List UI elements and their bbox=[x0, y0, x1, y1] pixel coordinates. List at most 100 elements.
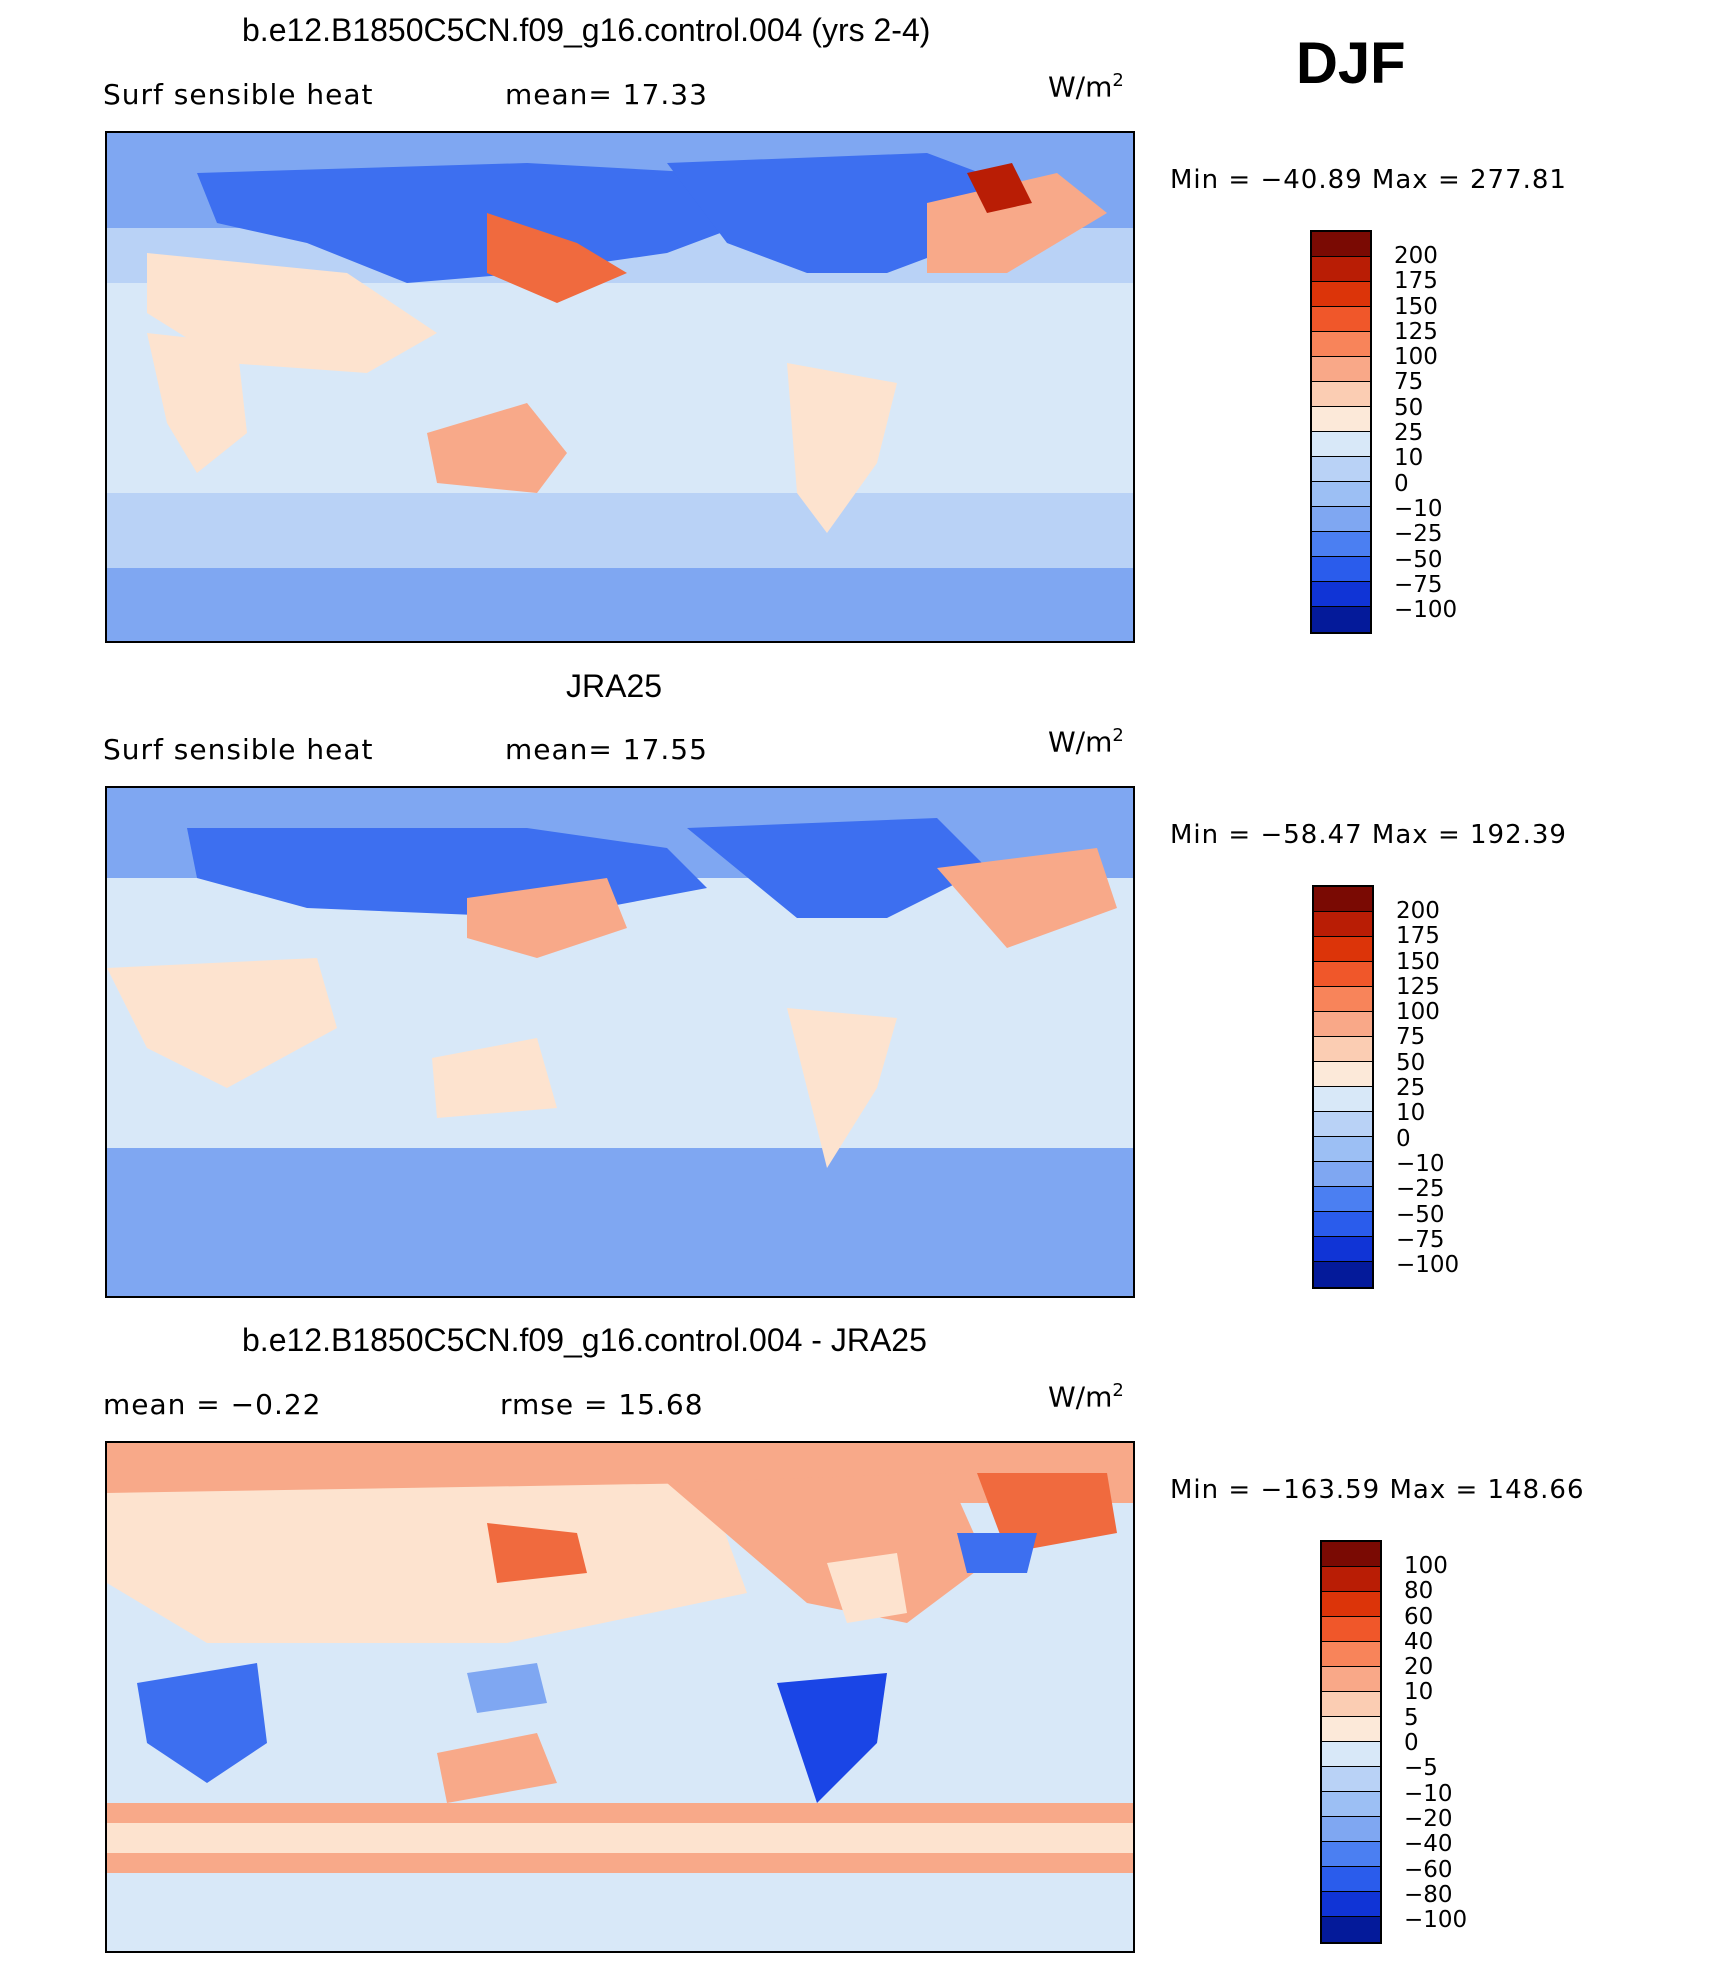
colorbar-swatch bbox=[1312, 257, 1370, 282]
panel-2-title: JRA25 bbox=[566, 668, 663, 704]
colorbar-tick-label: 5 bbox=[1404, 1704, 1419, 1731]
colorbar-swatch bbox=[1322, 1892, 1380, 1917]
colorbar-tick-label: 0 bbox=[1396, 1125, 1411, 1152]
colorbar-swatch bbox=[1322, 1642, 1380, 1667]
panel-1-colorbar-labels: 200 175 150 125 100 75 50 25 10 0 −10 −25 −50 −75 −100 bbox=[1394, 243, 1457, 623]
colorbar-tick-label: 125 bbox=[1394, 318, 1438, 345]
panel-1-mean: mean= 17.33 bbox=[505, 78, 708, 111]
colorbar-swatch bbox=[1314, 1187, 1372, 1212]
colorbar-tick-label: 60 bbox=[1404, 1603, 1434, 1630]
panel-1-title: b.e12.B1850C5CN.f09_g16.control.004 (yrs… bbox=[242, 12, 931, 48]
colorbar-swatch bbox=[1322, 1767, 1380, 1792]
colorbar-tick-label: 100 bbox=[1396, 999, 1440, 1026]
east-asia-warm bbox=[487, 1523, 587, 1583]
colorbar-swatch bbox=[1314, 1037, 1372, 1062]
colorbar-swatch bbox=[1314, 912, 1372, 937]
colorbar-tick-label: −100 bbox=[1404, 1907, 1468, 1934]
panel-1-units: W/m2 bbox=[1048, 70, 1124, 104]
kuroshio-warm bbox=[487, 213, 627, 303]
colorbar-swatch bbox=[1312, 382, 1370, 407]
panel-1-field-name: Surf sensible heat bbox=[103, 78, 374, 111]
season-label: DJF bbox=[1296, 31, 1406, 96]
panel-1-colorbar bbox=[1310, 230, 1372, 634]
north-america-cold bbox=[687, 818, 987, 918]
panel-2-colorbar-labels: 200 175 150 125 100 75 50 25 10 0 −10 −25 −50 −75 −100 bbox=[1396, 898, 1459, 1278]
colorbar-tick-label: 75 bbox=[1394, 369, 1424, 396]
colorbar-tick-label: −80 bbox=[1404, 1881, 1453, 1908]
colorbar-swatch bbox=[1322, 1917, 1380, 1942]
colorbar-swatch bbox=[1312, 532, 1370, 557]
africa-warm bbox=[147, 333, 247, 473]
colorbar-tick-label: −10 bbox=[1394, 495, 1443, 522]
southern-inner bbox=[107, 1823, 1133, 1853]
colorbar-tick-label: 10 bbox=[1404, 1679, 1434, 1706]
colorbar-tick-label: 0 bbox=[1394, 470, 1409, 497]
colorbar-tick-label: −60 bbox=[1404, 1856, 1453, 1883]
colorbar-swatch bbox=[1312, 507, 1370, 532]
colorbar-swatch bbox=[1322, 1692, 1380, 1717]
colorbar-tick-label: 175 bbox=[1394, 268, 1438, 295]
colorbar-tick-label: 80 bbox=[1404, 1578, 1434, 1605]
panel-2-colorbar bbox=[1312, 885, 1374, 1289]
colorbar-swatch bbox=[1312, 282, 1370, 307]
panel-3-map bbox=[105, 1441, 1135, 1953]
colorbar-tick-label: 50 bbox=[1396, 1049, 1426, 1076]
southern-band bbox=[107, 1148, 1133, 1296]
colorbar-tick-label: 50 bbox=[1394, 394, 1424, 421]
antarctic-band bbox=[107, 568, 1133, 641]
north-america-cold bbox=[667, 153, 1007, 273]
colorbar-tick-label: 25 bbox=[1396, 1075, 1426, 1102]
colorbar-tick-label: 125 bbox=[1396, 973, 1440, 1000]
colorbar-swatch bbox=[1322, 1667, 1380, 1692]
colorbar-swatch bbox=[1312, 307, 1370, 332]
colorbar-swatch bbox=[1322, 1742, 1380, 1767]
australia-warm bbox=[427, 403, 567, 493]
africa-cold bbox=[137, 1663, 267, 1783]
colorbar-swatch bbox=[1314, 1237, 1372, 1262]
colorbar-tick-label: 40 bbox=[1404, 1628, 1434, 1655]
colorbar-tick-label: 10 bbox=[1394, 445, 1424, 472]
colorbar-tick-label: −50 bbox=[1394, 546, 1443, 573]
colorbar-swatch bbox=[1312, 607, 1370, 632]
colorbar-tick-label: −10 bbox=[1396, 1150, 1445, 1177]
panel-2-field-name: Surf sensible heat bbox=[103, 733, 374, 766]
panel-3-rmse: rmse = 15.68 bbox=[500, 1388, 704, 1421]
colorbar-tick-label: −75 bbox=[1396, 1226, 1445, 1253]
colorbar-tick-label: 75 bbox=[1396, 1024, 1426, 1051]
colorbar-tick-label: −20 bbox=[1404, 1805, 1453, 1832]
labrador-hot bbox=[967, 163, 1032, 213]
colorbar-tick-label: 10 bbox=[1396, 1100, 1426, 1127]
colorbar-swatch bbox=[1312, 457, 1370, 482]
colorbar-tick-label: −5 bbox=[1404, 1755, 1438, 1782]
panel-3-mean: mean = −0.22 bbox=[103, 1388, 322, 1421]
colorbar-swatch bbox=[1314, 1062, 1372, 1087]
colorbar-swatch bbox=[1314, 1112, 1372, 1137]
colorbar-swatch bbox=[1312, 232, 1370, 257]
colorbar-swatch bbox=[1314, 1087, 1372, 1112]
panel-2-min-max: Min = −58.47 Max = 192.39 bbox=[1170, 820, 1567, 850]
colorbar-swatch bbox=[1314, 937, 1372, 962]
colorbar-tick-label: −75 bbox=[1394, 571, 1443, 598]
colorbar-swatch bbox=[1322, 1817, 1380, 1842]
panel-2-units: W/m2 bbox=[1048, 725, 1124, 759]
colorbar-tick-label: 100 bbox=[1404, 1553, 1448, 1579]
colorbar-swatch bbox=[1322, 1867, 1380, 1892]
colorbar-swatch bbox=[1314, 987, 1372, 1012]
panel-3-colorbar-labels: 100 80 60 40 20 10 5 0 −5 −10 −20 −40 −60 −80 −100 bbox=[1404, 1553, 1468, 1934]
colorbar-swatch bbox=[1312, 332, 1370, 357]
colorbar-swatch bbox=[1322, 1792, 1380, 1817]
panel-3-units: W/m2 bbox=[1048, 1380, 1124, 1414]
colorbar-tick-label: 150 bbox=[1396, 948, 1440, 975]
kuroshio-warm bbox=[467, 878, 627, 958]
africa-warm bbox=[107, 958, 337, 1088]
south-america-warm bbox=[787, 1008, 897, 1168]
colorbar-tick-label: 200 bbox=[1394, 243, 1438, 269]
colorbar-swatch bbox=[1314, 1212, 1372, 1237]
colorbar-tick-label: −10 bbox=[1404, 1780, 1453, 1807]
colorbar-tick-label: −25 bbox=[1396, 1176, 1445, 1203]
maritime-cold bbox=[467, 1663, 547, 1713]
colorbar-tick-label: 175 bbox=[1396, 923, 1440, 950]
na-interior bbox=[827, 1553, 907, 1623]
colorbar-tick-label: 20 bbox=[1404, 1654, 1434, 1681]
colorbar-swatch bbox=[1312, 357, 1370, 382]
